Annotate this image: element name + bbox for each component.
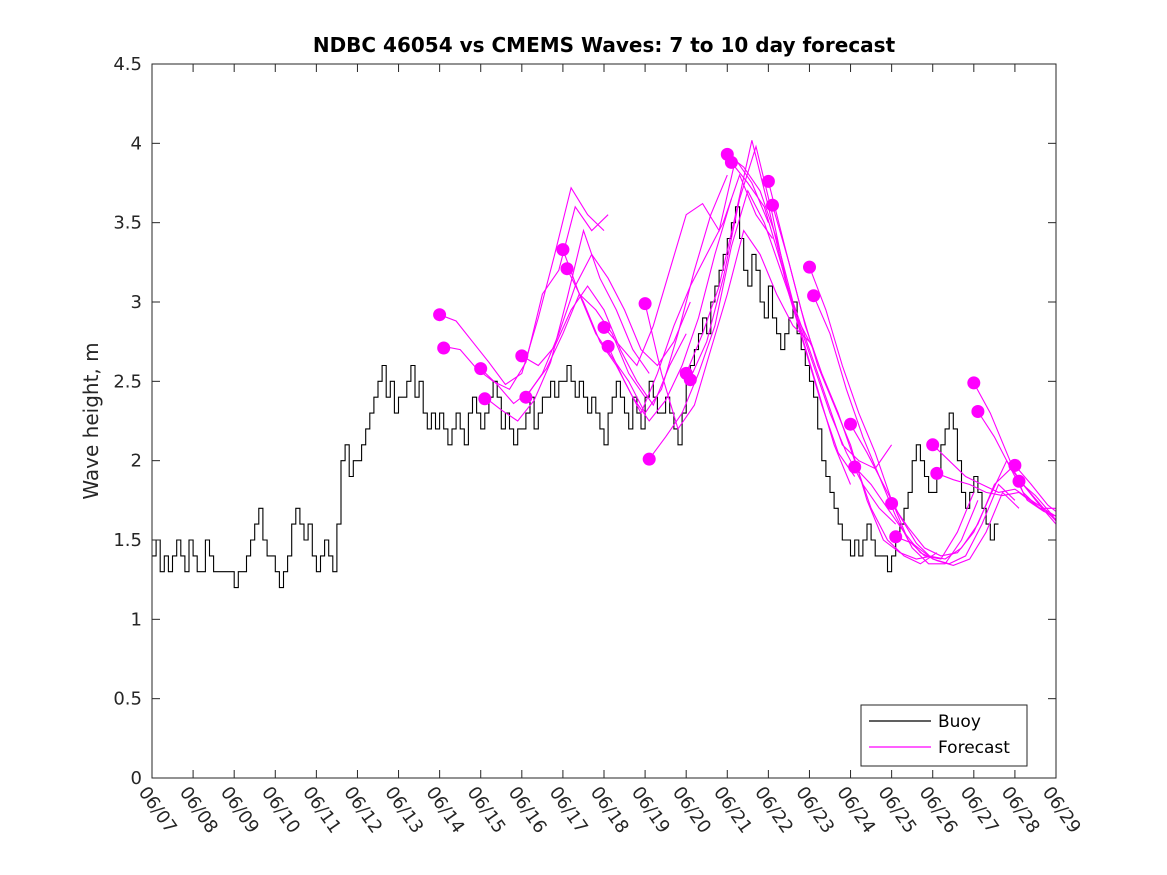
forecast-line <box>726 153 893 470</box>
y-axis-ticks: 0 0.5 1 1.5 2 2.5 3 3.5 4 4.5 <box>113 54 1056 789</box>
forecast-start-point <box>889 530 903 544</box>
y-tick-label: 3.5 <box>113 213 142 234</box>
forecast-line <box>730 162 897 525</box>
forecast-start-point <box>967 376 981 390</box>
forecast-line <box>648 189 815 460</box>
y-axis-label: Wave height, m <box>79 342 103 499</box>
buoy-series-layer <box>152 206 999 589</box>
forecast-line <box>689 144 856 477</box>
forecast-start-point <box>803 260 816 274</box>
forecast-start-point <box>930 466 944 480</box>
forecast-start-point <box>474 362 488 376</box>
forecast-series-layer <box>439 140 1056 566</box>
forecast-line <box>932 444 1056 517</box>
forecast-line <box>895 467 1056 560</box>
y-tick-label: 0.5 <box>113 689 142 710</box>
forecast-start-point <box>766 198 779 212</box>
forecast-line <box>484 228 650 422</box>
forecast-line <box>1014 465 1056 512</box>
forecast-start-point <box>560 262 574 276</box>
forecast-start-point <box>556 243 570 257</box>
forecast-line <box>443 205 609 391</box>
forecast-start-points-layer <box>433 147 1026 544</box>
forecast-start-point <box>683 373 697 387</box>
forecast-start-point <box>971 405 985 418</box>
forecast-start-point <box>848 460 862 474</box>
buoy-line <box>152 206 999 589</box>
y-tick-label: 1.5 <box>113 530 142 551</box>
forecast-start-point <box>926 438 940 452</box>
y-tick-label: 4 <box>131 133 142 154</box>
forecast-start-point <box>885 497 899 510</box>
forecast-start-point <box>807 289 821 303</box>
legend: Buoy Forecast <box>860 704 1028 767</box>
forecast-line <box>607 173 773 415</box>
legend-buoy-label: Buoy <box>938 712 981 732</box>
forecast-line <box>439 186 605 386</box>
forecast-start-point <box>601 339 615 353</box>
forecast-line <box>603 157 769 367</box>
forecast-start-point <box>478 392 492 406</box>
forecast-line <box>1018 480 1056 522</box>
forecast-start-point <box>597 320 611 334</box>
forecast-start-point <box>519 390 533 404</box>
forecast-start-point <box>724 155 738 169</box>
forecast-line <box>562 174 728 415</box>
forecast-line <box>973 382 1056 509</box>
forecast-start-point <box>844 417 857 431</box>
forecast-line <box>521 285 687 407</box>
legend-forecast-label: Forecast <box>938 738 1010 758</box>
forecast-line <box>644 229 810 431</box>
forecast-start-point <box>1012 474 1026 488</box>
chart-title: NDBC 46054 vs CMEMS Waves: 7 to 10 day f… <box>313 33 896 57</box>
y-tick-label: 4.5 <box>113 54 142 75</box>
legend-box <box>860 704 1028 767</box>
y-tick-label: 2 <box>131 451 142 472</box>
forecast-start-point <box>1008 458 1022 472</box>
y-tick-label: 2.5 <box>113 371 142 392</box>
forecast-start-point <box>433 308 447 322</box>
forecast-line <box>566 198 732 422</box>
forecast-line <box>480 293 646 405</box>
forecast-start-point <box>515 349 529 363</box>
y-tick-label: 1 <box>131 609 142 630</box>
forecast-start-point <box>638 297 652 311</box>
forecast-start-point <box>642 452 656 466</box>
y-tick-label: 0 <box>131 768 142 789</box>
forecast-start-point <box>761 174 775 188</box>
forecast-start-point <box>437 341 451 355</box>
forecast-line <box>854 466 1020 566</box>
y-tick-label: 3 <box>131 292 142 313</box>
